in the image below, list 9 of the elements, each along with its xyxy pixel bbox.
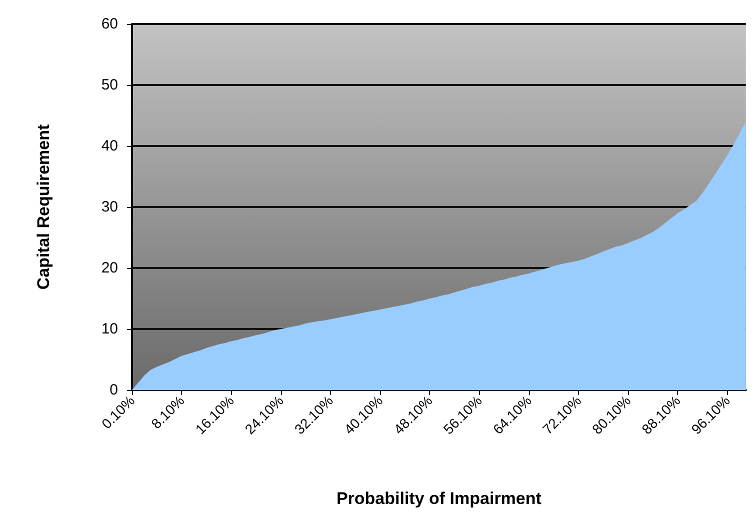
y-tick-label: 20 <box>101 260 118 276</box>
y-tick-label: 60 <box>101 16 118 32</box>
y-tick-label: 0 <box>110 382 118 398</box>
y-axis-title: Capital Requirement <box>34 124 53 290</box>
y-tick-label: 40 <box>101 138 118 154</box>
y-tick-label: 10 <box>101 320 118 338</box>
x-axis-title: Probability of Impairment <box>336 489 542 508</box>
y-tick-label: 50 <box>101 76 118 94</box>
y-tick-label: 30 <box>101 198 118 216</box>
